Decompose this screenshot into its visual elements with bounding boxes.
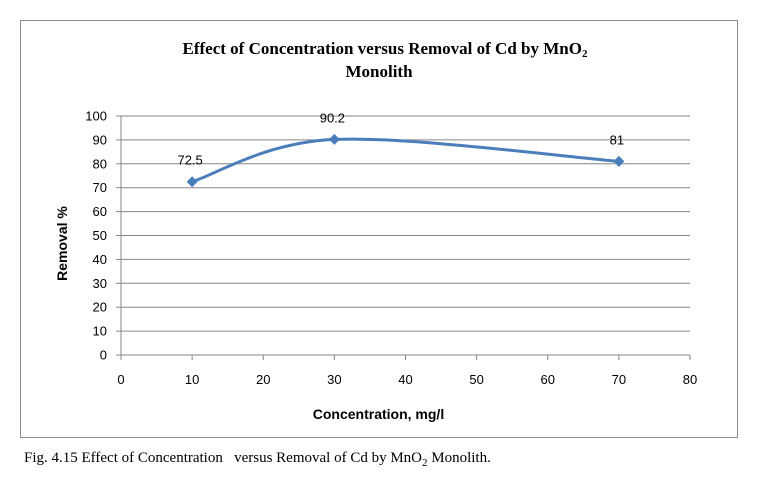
x-tick-label: 70 — [612, 372, 626, 387]
data-point-marker — [328, 133, 340, 145]
series-line — [191, 137, 619, 184]
grid-layer — [121, 115, 690, 332]
data-point-marker — [186, 176, 198, 188]
x-tick-label: 10 — [185, 372, 199, 387]
x-axis-label: Concentration, mg/l — [313, 406, 444, 422]
axis-layer: 0 10 20 30 40 50 60 70 80 90 100 0 10 20 30 40 50 60 70 80 — [85, 109, 697, 388]
y-tick-label: 70 — [93, 180, 107, 195]
y-tick-label: 80 — [93, 156, 107, 171]
y-tick-label: 100 — [85, 109, 107, 124]
data-point-marker — [613, 155, 625, 167]
figure-caption: Fig. 4.15 Effect of Concentration versus… — [24, 450, 491, 469]
x-tick-label: 60 — [541, 372, 555, 387]
x-tick-label: 80 — [683, 372, 697, 387]
y-tick-label: 20 — [93, 300, 107, 315]
chart-title-line2: Monolith — [345, 62, 413, 81]
y-axis-label: Removal % — [54, 206, 70, 281]
data-label: 72.5 — [177, 153, 202, 168]
chart-svg: Effect of Concentration versus Removal o… — [54, 39, 697, 422]
x-tick-label: 20 — [256, 372, 270, 387]
caption-suffix: Monolith. — [427, 450, 491, 466]
x-tick-label: 40 — [398, 372, 412, 387]
caption-prefix: Fig. 4.15 Effect of Concentration versus… — [24, 450, 422, 466]
y-tick-label: 0 — [100, 348, 107, 363]
caption-subscript: 2 — [422, 457, 428, 469]
y-tick-label: 60 — [93, 204, 107, 219]
y-tick-label: 40 — [93, 252, 107, 267]
y-tick-label: 90 — [93, 132, 107, 147]
y-tick-label: 10 — [93, 324, 107, 339]
x-tick-label: 50 — [469, 372, 483, 387]
data-label: 90.2 — [320, 110, 345, 125]
series-layer: 72.5 90.2 81 — [177, 110, 625, 188]
x-tick-label: 0 — [117, 372, 124, 387]
x-tick-label: 30 — [327, 372, 341, 387]
y-tick-label: 30 — [93, 276, 107, 291]
chart-title-line1: Effect of Concentration versus Removal o… — [183, 39, 588, 60]
y-tick-label: 50 — [93, 228, 107, 243]
chart-frame: Effect of Concentration versus Removal o… — [20, 20, 738, 438]
data-label: 81 — [610, 132, 624, 147]
